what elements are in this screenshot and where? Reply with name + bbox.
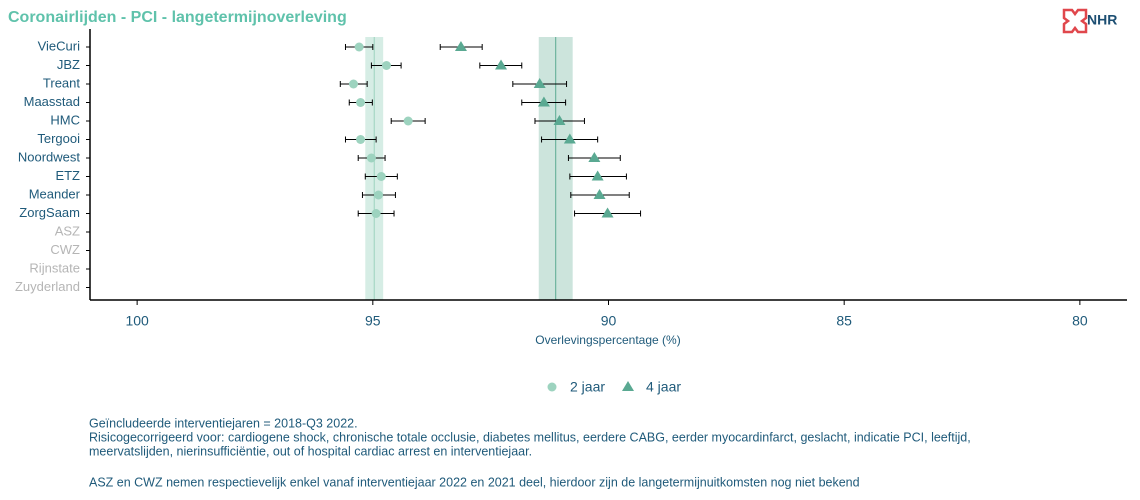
x-tick-label: 95 [365,313,381,329]
y-tick-label: Noordwest [18,149,81,164]
y-tick-label: Maasstad [24,94,80,109]
point [403,116,413,126]
point [376,172,386,181]
point [533,78,546,88]
chart-title: Coronairlijden - PCI - langetermijnoverl… [8,9,347,26]
legend-marker [547,382,557,392]
point [563,133,576,144]
footnote: Risicogecorrigeerd voor: cardiogene shoc… [89,430,971,444]
point [371,209,381,218]
logo-icon [1062,8,1088,34]
point [537,96,550,107]
point [601,207,614,218]
point [373,190,383,200]
point [495,59,508,70]
y-tick-label: Tergooi [37,131,80,146]
point [553,115,566,125]
legend-label: 2 jaar [570,379,605,395]
logo: NHR [1062,8,1117,34]
point [366,153,376,163]
y-tick-label: Zuyderland [15,279,80,294]
legend-marker [622,381,634,391]
y-tick-label: Meander [29,186,81,201]
point [381,61,391,70]
point [356,135,366,144]
x-tick-label: 90 [601,313,617,329]
x-axis-label: Overlevingspercentage (%) [535,333,680,347]
y-tick-label: ZorgSaam [19,205,80,220]
point [588,152,601,162]
x-tick-label: 85 [836,313,852,329]
x-tick-label: 80 [1072,313,1088,329]
y-tick-label: JBZ [57,57,80,72]
point [348,79,358,89]
logo-text: NHR [1087,12,1117,28]
y-tick-label: ETZ [55,168,80,183]
footnote: meervatslijden, nierinsufficiëntie, out … [89,444,532,458]
legend-label: 4 jaar [646,379,681,395]
point [356,98,366,107]
point [454,41,467,51]
y-tick-label: Rijnstate [29,260,80,275]
y-tick-label: HMC [50,112,80,127]
point [354,42,364,52]
y-tick-label: VieCuri [38,38,81,53]
y-tick-label: ASZ [55,223,80,238]
y-tick-label: Treant [43,75,80,90]
y-tick-label: CWZ [50,242,80,257]
point [593,189,606,199]
point [591,170,604,181]
footnote: Geïncludeerde interventiejaren = 2018-Q3… [89,416,358,430]
footnote: ASZ en CWZ nemen respectievelijk enkel v… [89,475,860,489]
x-tick-label: 100 [125,313,149,329]
